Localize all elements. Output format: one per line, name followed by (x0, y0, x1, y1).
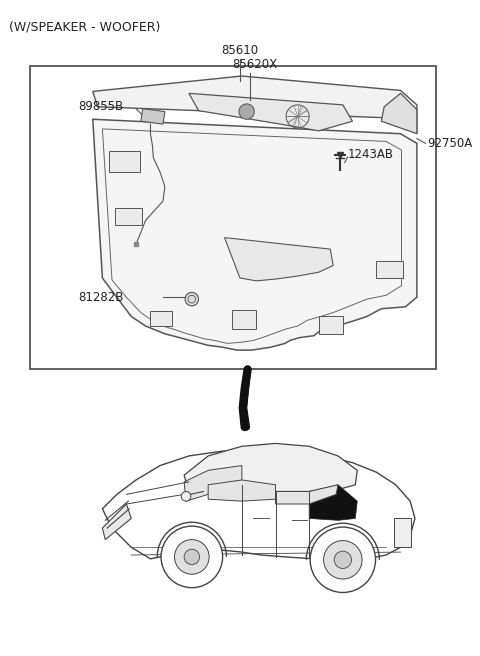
Circle shape (175, 540, 209, 574)
Polygon shape (225, 237, 333, 281)
Text: 85620X: 85620X (232, 58, 277, 72)
Polygon shape (208, 480, 276, 501)
Polygon shape (189, 93, 352, 131)
Polygon shape (184, 466, 242, 501)
Text: 1243AB: 1243AB (348, 148, 394, 161)
Text: 89855B: 89855B (78, 100, 123, 113)
Polygon shape (93, 76, 417, 134)
Bar (376, 260, 403, 278)
Text: (W/SPEAKER - WOOFER): (W/SPEAKER - WOOFER) (9, 20, 160, 33)
Polygon shape (93, 119, 417, 350)
Circle shape (239, 104, 254, 119)
Polygon shape (184, 443, 357, 491)
Circle shape (324, 541, 362, 579)
Circle shape (161, 526, 223, 588)
Circle shape (184, 549, 200, 565)
Bar (232, 310, 256, 329)
Bar (115, 208, 142, 225)
Bar (394, 518, 411, 547)
Polygon shape (309, 485, 357, 520)
Polygon shape (381, 93, 417, 134)
Bar (319, 316, 343, 334)
Bar (109, 151, 140, 172)
Polygon shape (276, 485, 338, 504)
Polygon shape (102, 449, 415, 560)
Bar (30, 66, 436, 369)
Circle shape (185, 293, 199, 306)
Bar (150, 311, 172, 326)
Circle shape (181, 491, 191, 501)
Circle shape (310, 527, 375, 592)
Polygon shape (141, 109, 165, 124)
Circle shape (334, 551, 351, 569)
Text: 81282B: 81282B (78, 291, 124, 304)
Polygon shape (102, 504, 131, 540)
Text: 85610: 85610 (221, 44, 258, 57)
Text: 92750A: 92750A (428, 137, 473, 150)
